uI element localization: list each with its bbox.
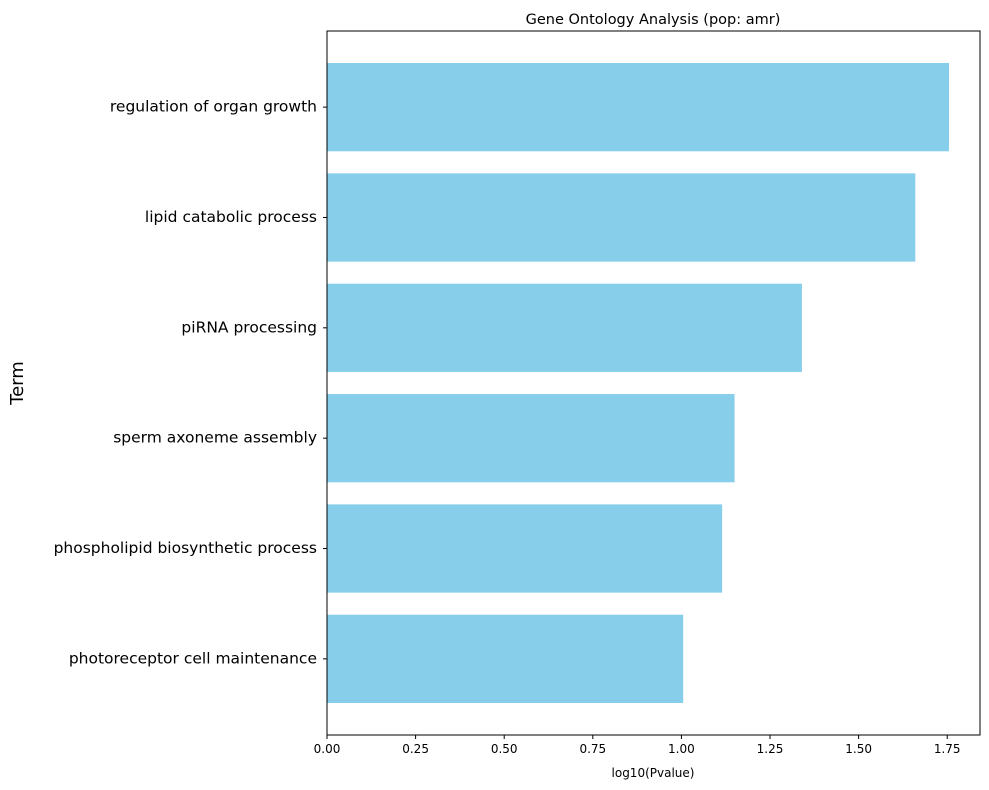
bars-group: [327, 63, 949, 703]
y-tick-label: sperm axoneme assembly: [113, 429, 317, 447]
bar-1: [327, 63, 949, 152]
x-tick-label: 1.25: [757, 742, 784, 756]
y-tick-label: phospholipid biosynthetic process: [54, 539, 317, 557]
x-tick-label: 1.00: [668, 742, 695, 756]
y-axis-label: Term: [7, 361, 28, 406]
x-tick-label: 0.00: [314, 742, 341, 756]
bar-2: [327, 173, 916, 262]
y-tick-label: photoreceptor cell maintenance: [69, 649, 317, 667]
bar-4: [327, 394, 735, 483]
y-tick-labels: regulation of organ growth lipid cataboli…: [54, 98, 327, 667]
x-tick-label: 0.75: [579, 742, 606, 756]
bar-6: [327, 614, 684, 703]
bar-5: [327, 504, 723, 593]
x-tick-label: 1.75: [934, 742, 961, 756]
y-tick-label: lipid catabolic process: [145, 208, 317, 226]
y-tick-label: regulation of organ growth: [110, 98, 317, 116]
x-ticks: 0.00 0.25 0.50 0.75 1.00 1.25 1.50 1.75: [314, 735, 961, 756]
plot-frame: [326, 30, 981, 736]
x-tick-label: 1.50: [845, 742, 872, 756]
y-tick-label: piRNA processing: [181, 318, 317, 336]
x-axis-label: log10(Pvalue): [612, 766, 695, 780]
chart-title: Gene Ontology Analysis (pop: amr): [526, 12, 781, 28]
x-tick-label: 0.25: [402, 742, 429, 756]
bar-3: [327, 283, 802, 372]
x-tick-label: 0.50: [491, 742, 518, 756]
